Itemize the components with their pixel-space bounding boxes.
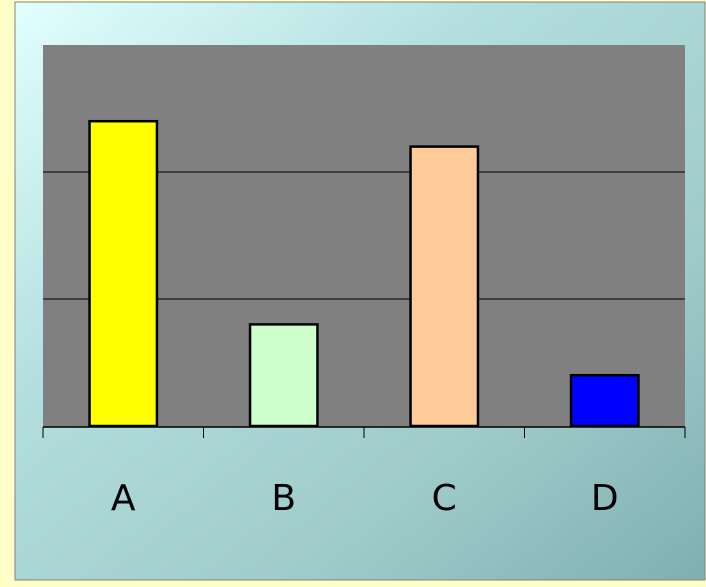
bars [88, 119, 640, 428]
bar-b [248, 323, 319, 428]
x-tick-label-c: C [432, 478, 457, 519]
x-tick-label-b: B [271, 478, 296, 519]
bar-c [409, 145, 480, 428]
x-tick-label-d: D [591, 478, 619, 519]
bar-a [88, 119, 159, 428]
x-tick-label-a: A [111, 478, 136, 519]
x-axis [42, 426, 686, 438]
bar-d [569, 373, 640, 428]
x-tick-labels: A B C D [111, 478, 619, 519]
